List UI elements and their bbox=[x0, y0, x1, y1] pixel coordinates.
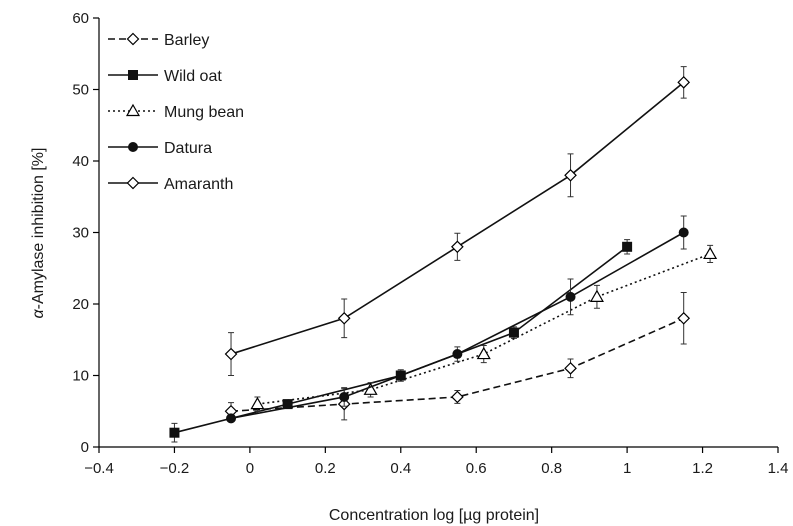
legend-swatch-marker bbox=[128, 70, 138, 80]
legend-label: Wild oat bbox=[164, 68, 222, 85]
data-point bbox=[565, 291, 576, 302]
series-line bbox=[257, 253, 711, 405]
series-line bbox=[174, 246, 628, 434]
data-point bbox=[677, 76, 691, 89]
legend-entry-wild-oat: Wild oat bbox=[108, 68, 222, 85]
legend-entry-mung-bean: Mung bean bbox=[108, 103, 244, 121]
plot-area bbox=[169, 66, 718, 443]
data-point bbox=[564, 362, 577, 375]
data-point bbox=[622, 241, 633, 252]
y-tick-label: 40 bbox=[72, 153, 89, 170]
series-wild-oat bbox=[169, 239, 633, 443]
data-point bbox=[226, 413, 237, 424]
y-tick-label: 20 bbox=[72, 296, 89, 313]
legend-swatch-marker bbox=[126, 176, 140, 190]
data-point bbox=[337, 311, 351, 325]
x-tick-label: 0.2 bbox=[315, 460, 336, 477]
legend-swatch-marker bbox=[128, 142, 138, 152]
x-tick-label: −0.2 bbox=[160, 460, 190, 477]
data-point bbox=[363, 382, 378, 395]
data-point bbox=[589, 289, 604, 302]
legend-label: Amaranth bbox=[164, 176, 233, 193]
series-datura bbox=[226, 215, 689, 424]
data-point bbox=[250, 396, 265, 410]
series-amaranth bbox=[224, 66, 691, 376]
x-tick-label: 0.8 bbox=[541, 460, 562, 477]
x-tick-label: 0.6 bbox=[466, 460, 487, 477]
legend: Barley Wild oat Mung bean Datura Amaranth bbox=[108, 32, 244, 193]
x-tick-label: 1.4 bbox=[768, 460, 789, 477]
data-point bbox=[224, 347, 238, 361]
y-tick-label: 50 bbox=[72, 82, 89, 99]
x-tick-label: 0 bbox=[246, 460, 254, 477]
data-point bbox=[564, 168, 577, 182]
x-tick-label: −0.4 bbox=[84, 460, 114, 477]
legend-swatch-marker bbox=[126, 32, 140, 46]
x-tick-label: 0.4 bbox=[390, 460, 411, 477]
data-point bbox=[476, 346, 491, 360]
data-point bbox=[703, 246, 718, 260]
y-tick-label: 0 bbox=[81, 439, 89, 456]
legend-label: Mung bean bbox=[164, 104, 244, 121]
y-axis-title: α-Amylase inhibition [%] bbox=[30, 148, 47, 319]
legend-label: Barley bbox=[164, 32, 209, 49]
data-point bbox=[508, 327, 519, 338]
data-point bbox=[678, 227, 689, 238]
x-tick-label: 1 bbox=[623, 460, 631, 477]
data-point bbox=[452, 349, 463, 360]
data-point bbox=[169, 427, 180, 438]
y-tick-label: 30 bbox=[72, 225, 89, 242]
x-tick-label: 1.2 bbox=[692, 460, 713, 477]
legend-entry-datura: Datura bbox=[108, 140, 212, 157]
data-point bbox=[677, 311, 691, 325]
y-axis-title-alpha: α bbox=[30, 308, 47, 318]
y-tick-label: 10 bbox=[72, 368, 89, 385]
data-point bbox=[451, 390, 464, 404]
series-mung-bean bbox=[250, 244, 718, 412]
data-point bbox=[339, 391, 350, 402]
y-axis-title-rest: -Amylase inhibition [%] bbox=[30, 148, 47, 310]
data-point bbox=[451, 240, 464, 254]
legend-entry-amaranth: Amaranth bbox=[108, 176, 233, 193]
axes: −0.4 −0.2 0 0.2 0.4 0.6 0.8 1 1.2 1.4 0 10 20 30 40 50 6… bbox=[72, 10, 788, 477]
series-line bbox=[230, 81, 685, 355]
legend-entry-barley: Barley bbox=[108, 32, 209, 49]
legend-label: Datura bbox=[164, 140, 212, 157]
x-axis-title: Concentration log [µg protein] bbox=[329, 507, 539, 524]
y-tick-label: 60 bbox=[72, 10, 89, 27]
legend-swatch-marker bbox=[125, 103, 141, 117]
